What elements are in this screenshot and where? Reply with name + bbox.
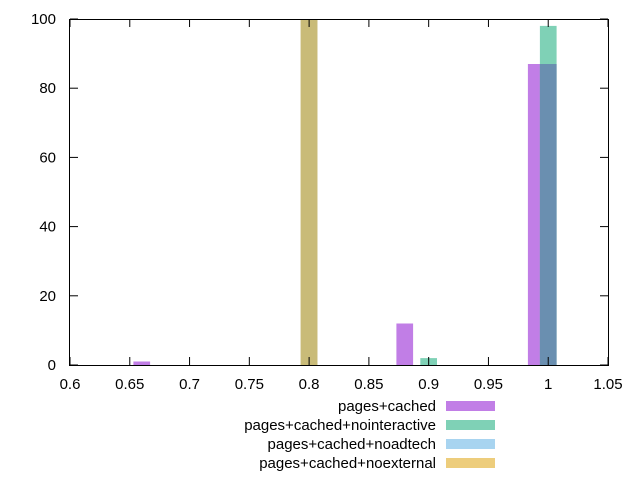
x-tick-label: 1.05 <box>593 376 622 393</box>
x-tick-label: 0.8 <box>299 376 320 393</box>
legend: pages+cached pages+cached+nointeractive pa… <box>244 398 495 472</box>
bar-3-1 <box>300 19 318 365</box>
bar-1-1 <box>133 361 151 365</box>
x-tick-label: 0.6 <box>60 376 81 393</box>
bar-3-2 <box>539 64 557 365</box>
legend-label: pages+cached+noadtech <box>268 436 436 453</box>
legend-swatch <box>446 420 495 430</box>
y-tick-label: 80 <box>39 80 56 97</box>
y-tick-label: 0 <box>48 357 56 374</box>
ticks-layer: 0.6 0.65 0.7 0.75 0.8 0.85 0.9 0.95 1 1.05 0 20 40 60… <box>31 11 623 393</box>
plot-frame <box>69 19 609 366</box>
bars-layer <box>133 19 557 366</box>
legend-swatch <box>446 439 495 449</box>
y-tick-label: 100 <box>31 11 56 28</box>
x-tick-label: 0.7 <box>179 376 200 393</box>
x-tick-label: 1 <box>544 376 552 393</box>
legend-label: pages+cached+noexternal <box>259 455 436 472</box>
legend-swatch <box>446 458 495 468</box>
y-tick-label: 40 <box>39 219 56 236</box>
x-tick-label: 0.75 <box>235 376 264 393</box>
x-tick-label: 0.65 <box>115 376 144 393</box>
x-tick-label: 0.95 <box>474 376 503 393</box>
y-tick-label: 20 <box>39 288 56 305</box>
legend-label: pages+cached+nointeractive <box>244 417 436 434</box>
y-tick-label: 60 <box>39 149 56 166</box>
x-tick-label: 0.9 <box>418 376 439 393</box>
legend-swatch <box>446 401 495 411</box>
x-tick-label: 0.85 <box>354 376 383 393</box>
legend-label: pages+cached <box>338 398 436 415</box>
bar-1-2 <box>396 323 414 365</box>
